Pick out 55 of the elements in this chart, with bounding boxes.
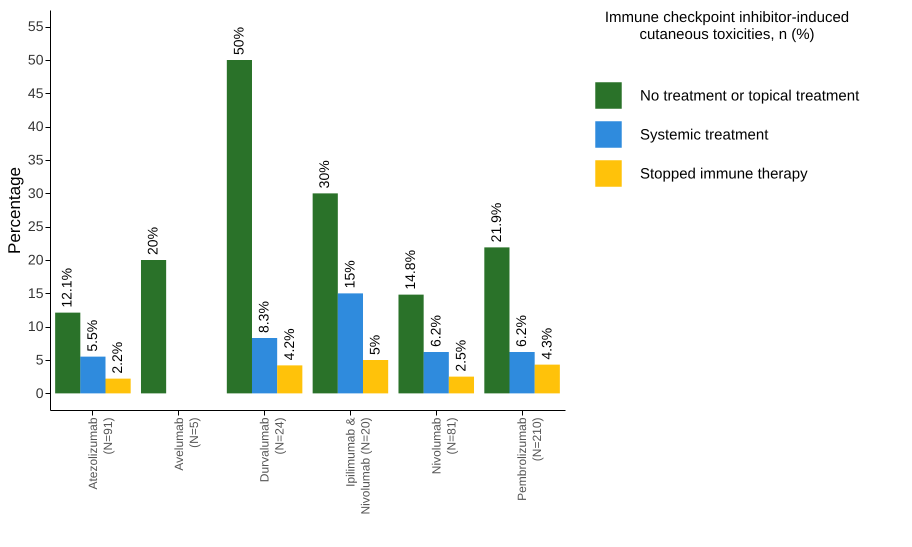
bar <box>80 356 106 394</box>
data-label: 14.8% <box>402 250 418 290</box>
data-label: 12.1% <box>58 268 75 308</box>
legend-label: Stopped immune therapy <box>640 166 808 182</box>
y-axis-title: Percentage <box>4 167 24 254</box>
data-label: 21.9% <box>488 202 504 242</box>
data-label: 2.5% <box>452 340 468 372</box>
data-label: 4.3% <box>538 328 554 360</box>
bar <box>448 376 474 394</box>
y-tick-label: 15 <box>28 284 44 301</box>
bar <box>252 338 278 394</box>
bar <box>226 60 252 394</box>
y-tick-label: 40 <box>28 118 44 134</box>
y-tick-label: 45 <box>28 84 44 101</box>
y-tick-label: 35 <box>28 152 44 168</box>
bar <box>398 294 424 394</box>
bar <box>424 352 449 394</box>
data-label: 2.2% <box>109 342 126 374</box>
data-label: 6.2% <box>513 315 530 347</box>
x-tick-label: Ipilimumab & Nivolumab (N=20) <box>343 418 372 515</box>
bar <box>363 360 388 394</box>
legend-label: No treatment or topical treatment <box>640 88 860 104</box>
data-label: 6.2% <box>427 315 444 347</box>
bar <box>484 247 510 394</box>
bar <box>277 365 302 394</box>
y-tick-label: 50 <box>28 52 44 68</box>
y-tick-label: 55 <box>28 18 44 34</box>
x-tick-label: Nivolumab (N=81) <box>429 417 458 474</box>
x-tick-label: Pembrolizumab (N=210) <box>515 417 544 501</box>
y-tick-label: 0 <box>36 384 44 401</box>
bar <box>55 312 80 394</box>
data-label: 5.5% <box>84 320 100 352</box>
bar <box>509 352 535 394</box>
x-tick-label: Atezolizumab (N=91) <box>86 417 115 490</box>
data-label: 30% <box>316 160 332 188</box>
data-label: 5% <box>366 334 383 355</box>
y-tick-label: 30 <box>28 184 44 201</box>
data-label: 20% <box>144 226 161 255</box>
bar <box>140 260 166 394</box>
y-tick-label: 25 <box>28 218 44 234</box>
legend-label: Systemic treatment <box>640 126 770 144</box>
y-tick-label: 10 <box>28 318 44 334</box>
bar <box>106 378 131 394</box>
bar <box>338 293 364 394</box>
x-tick-label: Durvalumab (N=24) <box>258 417 287 482</box>
data-label: 50% <box>230 26 246 55</box>
legend-title: Immune checkpoint inhibitor-induced cutaneous toxicities, n (%) <box>604 9 850 43</box>
bar <box>534 364 560 394</box>
data-label: 4.2% <box>280 328 297 360</box>
bar <box>312 193 338 394</box>
data-label: 8.3% <box>256 301 272 333</box>
y-tick-label: 20 <box>28 252 44 268</box>
x-tick-label: Avelumab (N=5) <box>172 417 201 471</box>
y-tick-label: 5 <box>36 352 44 368</box>
data-label: 15% <box>341 260 358 288</box>
